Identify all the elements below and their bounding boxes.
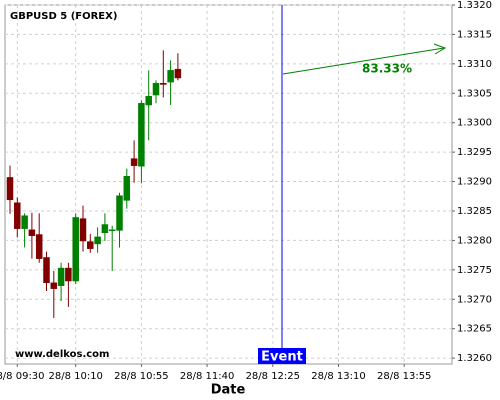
candles: [6, 50, 182, 319]
candle-body: [108, 229, 116, 232]
y-tick-label: 1.3310: [457, 59, 492, 70]
x-tick-label: 28/8 13:10: [311, 371, 365, 382]
candle-body: [28, 229, 36, 236]
arrow-head: [433, 43, 447, 55]
chart-title: GBPUSD 5 (FOREX): [10, 11, 117, 22]
watermark: www.delkos.com: [15, 349, 109, 360]
candle-body: [87, 241, 94, 249]
x-tick-label: 28/8 13:55: [377, 371, 431, 382]
y-tick-label: 1.3300: [457, 118, 492, 129]
y-tick-label: 1.3290: [457, 177, 492, 188]
plot-area: [4, 4, 453, 365]
y-tick-label: 1.3260: [457, 353, 492, 364]
candle-body: [101, 224, 109, 234]
x-tick-label: 28/8 10:55: [114, 371, 168, 382]
candle-body: [65, 267, 72, 282]
candle-body: [14, 202, 21, 229]
x-tick-label: 28/8 12:25: [246, 371, 300, 382]
annotation: 83.33%: [362, 62, 412, 76]
candle-body: [130, 158, 138, 166]
y-tick-label: 1.3305: [457, 88, 492, 99]
candle-body: [50, 282, 58, 289]
y-tick-label: 1.3265: [457, 324, 492, 335]
candle-body: [123, 176, 131, 201]
y-tick-label: 1.3320: [457, 0, 492, 11]
candle-body: [145, 95, 152, 106]
x-tick-label: 28/8 11:40: [180, 371, 234, 382]
candle-body: [160, 83, 167, 85]
candle-body: [116, 195, 123, 231]
y-tick-label: 1.3315: [457, 29, 492, 40]
candle-body: [35, 234, 43, 259]
candle-body: [94, 236, 101, 245]
candle-body: [167, 70, 174, 83]
x-tick-label: 28/8 10:10: [48, 371, 102, 382]
y-tick-label: 1.3285: [457, 206, 492, 217]
x-tick-label: 28/8 09:30: [0, 371, 45, 382]
y-tick-label: 1.3270: [457, 294, 492, 305]
candle-body: [6, 177, 14, 201]
candle-body: [174, 68, 182, 79]
event-box: [258, 348, 306, 364]
candle-body: [21, 215, 28, 229]
y-tick-label: 1.3275: [457, 265, 492, 276]
arrow-line: [282, 47, 445, 75]
x-axis-label: Date: [211, 383, 246, 398]
y-tick-label: 1.3280: [457, 235, 492, 246]
grid: [5, 4, 452, 364]
event-label: Event: [261, 350, 303, 365]
candle-body: [152, 83, 160, 96]
candle-body: [57, 267, 65, 286]
candle-body: [43, 257, 50, 284]
candle-body: [72, 217, 79, 282]
candle-body: [138, 103, 145, 167]
candle-body: [79, 218, 87, 242]
y-tick-label: 1.3295: [457, 147, 492, 158]
